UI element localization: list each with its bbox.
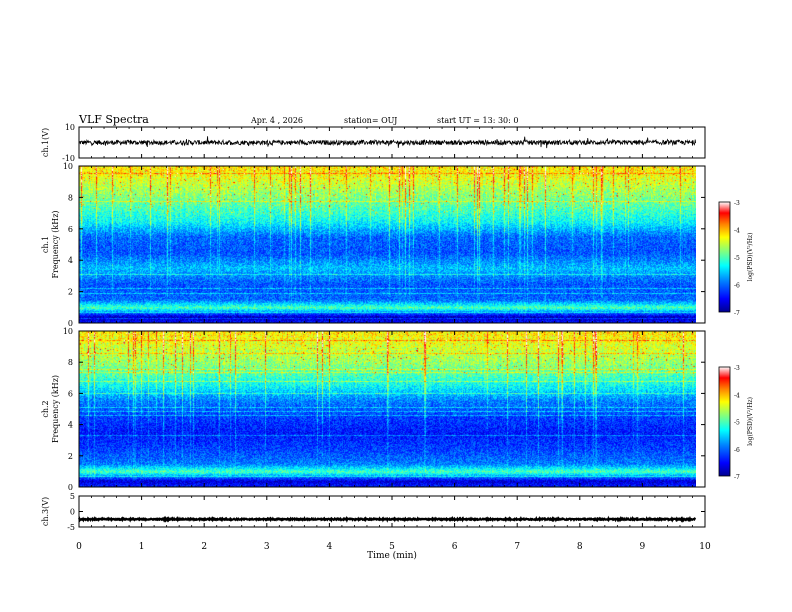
spectrogram-ch1-ytick: 8 — [68, 193, 73, 202]
date-label: Apr. 4 , 2026 — [251, 116, 304, 125]
spectrogram-ch1-panel: 0 2 4 6 8 10 ch.1 Frequency (kHz) -3 -4 -5 -6 -7 log(… — [41, 162, 754, 328]
colorbar-tick: -5 — [734, 420, 740, 427]
time-tick-label: 9 — [640, 542, 646, 552]
figure-title: VLF Spectra — [79, 113, 149, 126]
spectrogram-ch1-ytick: 0 — [68, 319, 73, 328]
time-tick-label: 6 — [452, 542, 458, 552]
spectrogram-ch1-ytick: 10 — [63, 162, 73, 171]
time-tick-label: 4 — [327, 542, 333, 552]
waveform-ch1-ytick: 10 — [65, 123, 75, 132]
colorbar-tick: -6 — [734, 447, 740, 454]
spectrogram-ch1-ytick: 4 — [68, 256, 73, 265]
spectrogram-ch2-ytick: 6 — [68, 389, 73, 398]
time-tick-label: 5 — [389, 542, 395, 552]
waveform-ch3-ylabel: ch.3(V) — [41, 497, 50, 526]
colorbar-tick: -5 — [734, 255, 740, 262]
start-time-label: start UT = 13: 30: 0 — [437, 116, 519, 125]
colorbar-tick: -3 — [734, 200, 740, 207]
waveform-ch1-ylabel: ch.1(V) — [41, 128, 50, 157]
waveform-ch3-ytick: 5 — [70, 492, 75, 501]
time-tick-label: 7 — [514, 542, 520, 552]
spectrogram-ch2-ytick: 2 — [68, 452, 73, 461]
waveform-ch3-panel: 5 0 -5 ch.3(V) — [41, 492, 706, 532]
colorbar-label: log(PSD)(V²/Hz) — [747, 233, 754, 282]
colorbar-tick: -7 — [734, 310, 740, 317]
waveform-ch3-ytick: 0 — [70, 508, 75, 517]
time-axis: 0 1 2 3 4 5 6 7 8 9 10 Time (min) — [76, 542, 711, 561]
spectrogram-ch2-ytick: 10 — [63, 327, 73, 336]
spectrogram-ch1-ytick: 2 — [68, 288, 73, 297]
spectrogram-ch2-ytick: 8 — [68, 358, 73, 367]
waveform-ch3-ytick: -5 — [67, 523, 75, 532]
spectrogram-ch1-ylabel-channel: ch.1 — [41, 236, 50, 253]
waveform-ch1-ytick: -10 — [62, 154, 75, 163]
spectrogram-ch2-colorbar: -3 -4 -5 -6 -7 log(PSD)(V²/Hz) — [718, 365, 754, 481]
spectrogram-ch1-colorbar: -3 -4 -5 -6 -7 log(PSD)(V²/Hz) — [718, 200, 754, 317]
time-tick-label: 8 — [577, 542, 583, 552]
waveform-ch1-panel: 10 -10 ch.1(V) — [41, 123, 706, 163]
spectrogram-ch2-image — [79, 331, 696, 487]
colorbar-gradient — [718, 366, 731, 477]
colorbar-gradient — [718, 201, 731, 313]
colorbar-tick: -6 — [734, 283, 740, 290]
colorbar-tick: -7 — [734, 474, 740, 481]
spectrogram-ch1-image — [79, 166, 696, 323]
time-tick-label: 1 — [139, 542, 145, 552]
time-tick-label: 2 — [201, 542, 207, 552]
spectrogram-ch1-ytick: 6 — [68, 225, 73, 234]
spectrogram-ch2-ytick: 4 — [68, 421, 73, 430]
spectrogram-ch2-ytick: 0 — [68, 483, 73, 492]
colorbar-tick: -4 — [734, 228, 740, 235]
spectrogram-ch2-ylabel-channel: ch.2 — [41, 400, 50, 417]
spectrogram-ch2-panel: 0 2 4 6 8 10 ch.2 Frequency (kHz) -3 -4 -5 -6 -7 log(… — [41, 327, 754, 492]
time-axis-label: Time (min) — [367, 550, 417, 561]
colorbar-label: log(PSD)(V²/Hz) — [747, 397, 754, 446]
waveform-ch3-trace — [78, 515, 697, 523]
colorbar-tick: -4 — [734, 392, 740, 399]
time-tick-label: 10 — [699, 542, 711, 552]
waveform-ch1-trace — [78, 136, 696, 149]
waveform-ch3-frame — [78, 495, 706, 528]
station-label: station= OUJ — [344, 116, 398, 125]
time-tick-label: 0 — [76, 542, 82, 552]
spectrogram-ch1-ylabel-frequency: Frequency (kHz) — [51, 210, 60, 278]
spectrogram-ch2-ylabel-frequency: Frequency (kHz) — [51, 375, 60, 443]
colorbar-tick: -3 — [734, 365, 740, 372]
time-tick-label: 3 — [264, 542, 270, 552]
